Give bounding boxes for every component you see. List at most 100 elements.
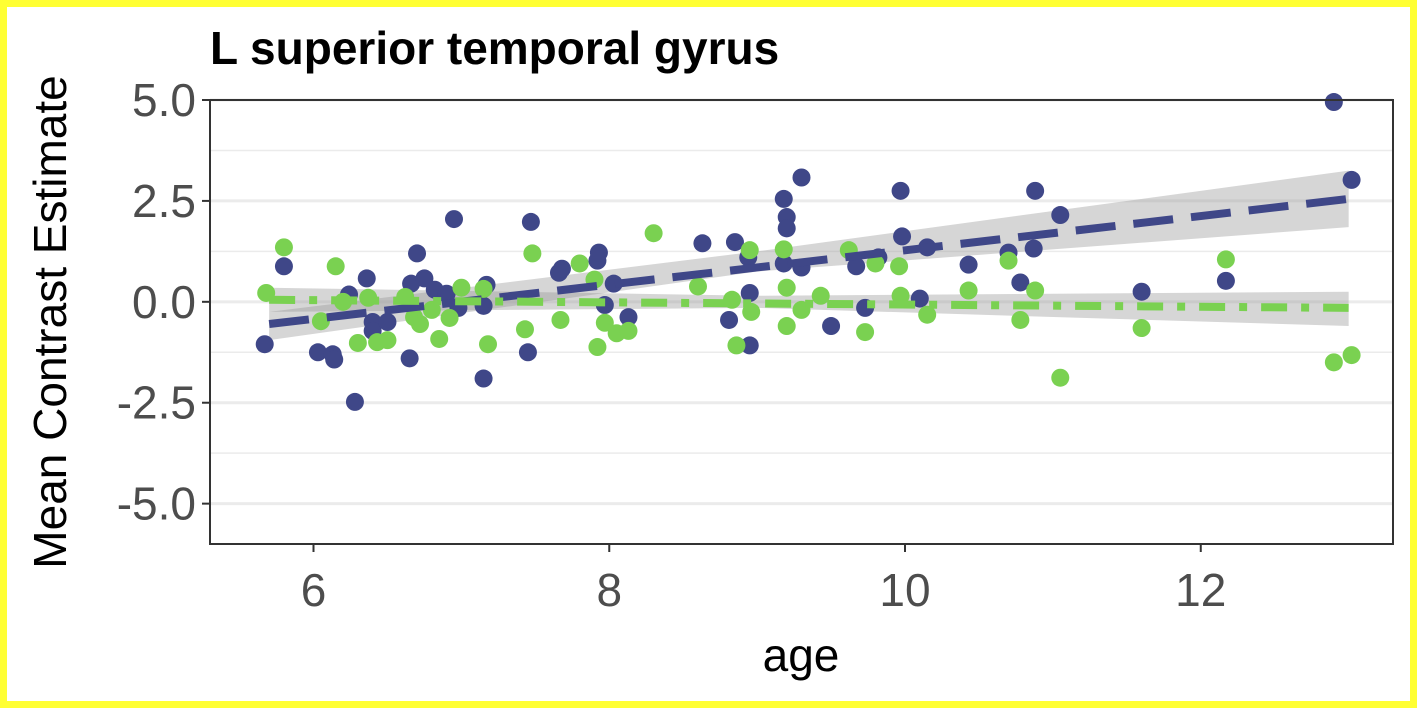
- data-point: [918, 305, 937, 324]
- data-point: [777, 219, 796, 238]
- data-point: [1216, 271, 1235, 290]
- confidence-band: [269, 170, 1349, 341]
- data-point: [588, 338, 607, 357]
- x-tick-label: 12: [1175, 564, 1226, 616]
- data-point: [422, 300, 441, 319]
- data-point: [777, 278, 796, 297]
- y-tick-label: 0.0: [132, 276, 196, 328]
- data-point: [378, 313, 397, 331]
- data-point: [1342, 346, 1361, 365]
- data-point: [452, 278, 471, 297]
- data-point: [1024, 239, 1043, 258]
- data-point: [589, 243, 608, 262]
- data-point: [1324, 93, 1343, 112]
- data-point: [644, 224, 663, 243]
- data-point: [378, 331, 397, 350]
- data-point: [348, 333, 367, 352]
- data-point: [725, 233, 744, 252]
- data-point: [999, 251, 1018, 270]
- data-point: [345, 392, 364, 411]
- data-point: [408, 244, 427, 263]
- data-point: [856, 323, 875, 342]
- data-points: [255, 93, 1361, 411]
- fit-lines: [268, 194, 1350, 328]
- fit-line: [268, 194, 1350, 328]
- x-axis: 6 8 10 12: [301, 544, 1226, 616]
- chart-title: L superior temporal gyrus: [210, 22, 779, 74]
- y-axis-label: Mean Contrast Estimate: [24, 75, 76, 568]
- data-point: [410, 315, 429, 334]
- x-tick-label: 10: [879, 564, 930, 616]
- data-point: [893, 227, 912, 246]
- data-point: [959, 281, 978, 300]
- data-point: [774, 240, 793, 259]
- data-point: [740, 241, 759, 260]
- data-point: [440, 308, 459, 327]
- data-point: [1051, 206, 1070, 225]
- fit-line: [269, 295, 1349, 312]
- data-point: [1324, 353, 1343, 372]
- data-point: [847, 257, 866, 276]
- data-point: [400, 349, 419, 368]
- data-point: [720, 310, 739, 329]
- data-point: [521, 212, 540, 231]
- data-point: [774, 189, 793, 208]
- data-point: [1216, 250, 1235, 269]
- data-point: [619, 308, 638, 327]
- data-point: [1132, 319, 1151, 338]
- data-point: [430, 329, 449, 348]
- data-point: [311, 312, 330, 331]
- data-point: [474, 279, 493, 298]
- data-point: [619, 321, 638, 340]
- data-point: [742, 302, 761, 321]
- data-point: [444, 210, 463, 229]
- data-point: [688, 277, 707, 296]
- data-point: [959, 255, 978, 274]
- data-point: [693, 234, 712, 253]
- data-point: [1342, 170, 1361, 189]
- data-point: [792, 168, 811, 187]
- data-point: [326, 257, 345, 276]
- data-point: [822, 317, 841, 336]
- data-point: [479, 335, 498, 354]
- data-point: [518, 343, 537, 362]
- y-tick-label: 5.0: [132, 74, 196, 126]
- data-point: [774, 254, 793, 273]
- data-point: [595, 313, 614, 332]
- x-axis-label: age: [763, 629, 840, 681]
- data-point: [274, 238, 293, 257]
- data-point: [866, 254, 885, 273]
- data-point: [437, 284, 456, 303]
- y-tick-label: -5.0: [117, 478, 196, 530]
- data-point: [552, 259, 571, 278]
- y-tick-label: 2.5: [132, 175, 196, 227]
- y-axis: 5.0 2.5 0.0 -2.5 -5.0: [117, 74, 210, 530]
- data-point: [551, 310, 570, 329]
- data-point: [474, 369, 493, 388]
- data-point: [891, 181, 910, 200]
- data-point: [891, 286, 910, 305]
- data-point: [1026, 181, 1045, 200]
- data-point: [1011, 273, 1030, 292]
- data-point: [1026, 281, 1045, 300]
- data-point: [740, 283, 759, 302]
- x-tick-label: 6: [301, 564, 327, 616]
- data-point: [604, 274, 623, 293]
- data-point: [274, 257, 293, 276]
- data-point: [308, 343, 327, 362]
- data-point: [515, 320, 534, 339]
- data-point: [357, 269, 376, 288]
- y-tick-label: -2.5: [117, 377, 196, 429]
- data-point: [727, 336, 746, 355]
- data-point: [740, 336, 759, 355]
- data-point: [1011, 310, 1030, 329]
- data-point: [910, 289, 929, 308]
- data-point: [570, 254, 589, 273]
- x-tick-label: 8: [596, 564, 622, 616]
- data-point: [523, 244, 542, 263]
- data-point: [811, 286, 830, 305]
- data-point: [890, 257, 909, 276]
- plot-border: [209, 99, 1394, 545]
